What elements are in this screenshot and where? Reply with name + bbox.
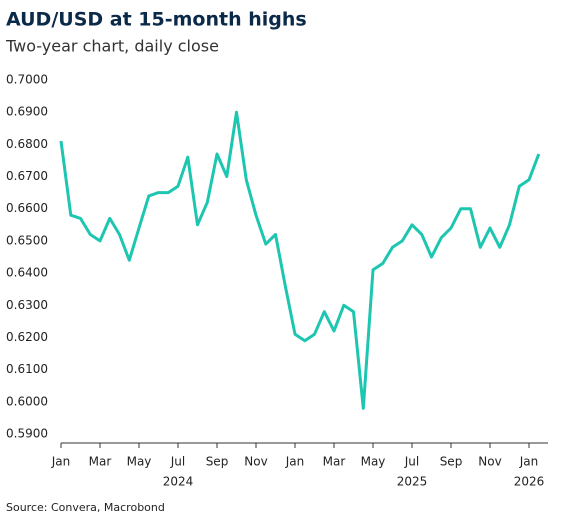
- y-tick-label: 0.6800: [6, 137, 48, 151]
- x-tick-label: Nov: [244, 455, 267, 469]
- y-tick-label: 0.5900: [6, 427, 48, 441]
- year-label: 2025: [397, 475, 428, 489]
- y-tick-label: 0.6700: [6, 169, 48, 183]
- x-tick-label: Nov: [478, 455, 501, 469]
- y-tick-label: 0.6300: [6, 298, 48, 312]
- y-tick-label: 0.6100: [6, 362, 48, 376]
- y-tick-label: 0.6200: [6, 330, 48, 344]
- source: Source: Convera, Macrobond: [6, 501, 165, 514]
- y-tick-label: 0.6900: [6, 105, 48, 119]
- x-tick-label: May: [361, 455, 386, 469]
- y-tick-label: 0.7000: [6, 73, 48, 87]
- x-tick-label: Jan: [519, 455, 539, 469]
- x-tick-label: Sep: [440, 455, 463, 469]
- chart-title: AUD/USD at 15-month highs: [6, 9, 307, 31]
- year-label: 2026: [514, 475, 545, 489]
- y-tick-label: 0.6600: [6, 201, 48, 215]
- y-tick-label: 0.6500: [6, 233, 48, 247]
- y-tick-label: 0.6000: [6, 394, 48, 408]
- x-tick-label: Jan: [51, 455, 71, 469]
- x-tick-label: Sep: [206, 455, 229, 469]
- chart-subtitle: Two-year chart, daily close: [5, 37, 219, 56]
- year-label: 2024: [163, 475, 194, 489]
- y-tick-label: 0.6400: [6, 266, 48, 280]
- x-tick-label: Jul: [404, 455, 419, 469]
- x-tick-label: May: [127, 455, 152, 469]
- x-tick-label: Mar: [89, 455, 112, 469]
- x-tick-label: Mar: [323, 455, 346, 469]
- x-tick-label: Jan: [285, 455, 305, 469]
- x-tick-label: Jul: [170, 455, 185, 469]
- line: [59, 110, 541, 410]
